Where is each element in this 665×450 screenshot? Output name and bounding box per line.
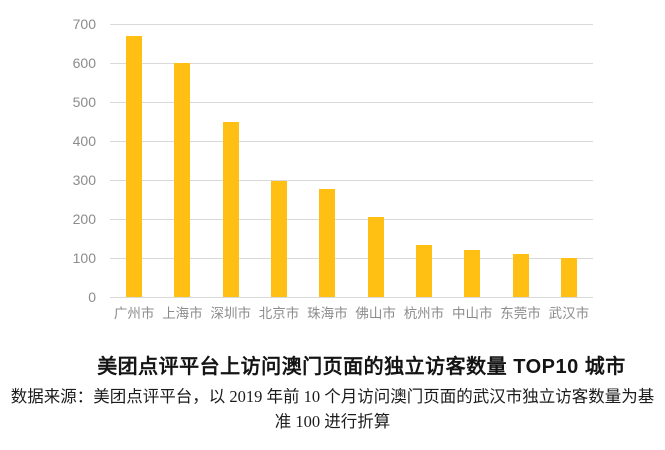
x-axis-tick-label: 北京市 [258,306,300,321]
source-note-line1: 数据来源：美团点评平台，以 2019 年前 10 个月访问澳门页面的武汉市独立访… [10,387,655,406]
gridline [110,63,593,64]
bar-北京市 [271,181,288,297]
x-axis-tick-label: 佛山市 [355,306,396,321]
x-axis-tick-label: 中山市 [452,306,493,321]
source-note-line2: 准 100 进行折算 [274,412,391,431]
bar-深圳市 [222,122,239,297]
gridline [110,258,593,259]
y-axis-tick-label: 500 [72,94,96,110]
gridline [110,102,593,103]
bar-佛山市 [367,217,384,297]
x-axis-tick-label: 杭州市 [403,306,445,321]
gridline [110,141,593,142]
x-axis-tick-label: 东莞市 [500,306,541,321]
bar-东莞市 [512,254,529,297]
chart-title: 美团点评平台上访问澳门页面的独立访客数量 TOP10 城市 [97,356,626,378]
x-axis-tick-label: 深圳市 [210,306,252,321]
bar-广州市 [126,35,143,297]
gridline [110,24,593,25]
bar-武汉市 [560,258,577,297]
y-axis-tick-label: 600 [72,55,96,71]
x-axis-tick-label: 武汉市 [548,306,590,321]
x-axis-tick-label: 珠海市 [307,306,348,321]
y-axis-tick-label: 300 [72,172,96,188]
y-axis-tick-label: 0 [88,289,96,305]
gridline [110,297,593,298]
y-axis-tick-label: 700 [72,16,96,32]
source-note: 数据来源：美团点评平台，以 2019 年前 10 个月访问澳门页面的武汉市独立访… [0,384,665,434]
gridline [110,180,593,181]
y-axis-tick-label: 100 [72,250,96,266]
x-axis-tick-label: 广州市 [113,306,155,321]
bar-珠海市 [319,189,336,297]
x-axis-tick-label: 上海市 [162,306,203,321]
bar-杭州市 [415,245,432,297]
bar-中山市 [464,250,481,297]
bar-chart: 0 100 200 300 400 500 600 700 广州市 上海市 深圳市 北京市 珠海市 佛山市… [72,16,593,321]
bar-上海市 [174,63,191,297]
y-axis-tick-label: 200 [72,211,96,227]
y-axis-tick-label: 400 [72,133,96,149]
gridline [110,219,593,220]
